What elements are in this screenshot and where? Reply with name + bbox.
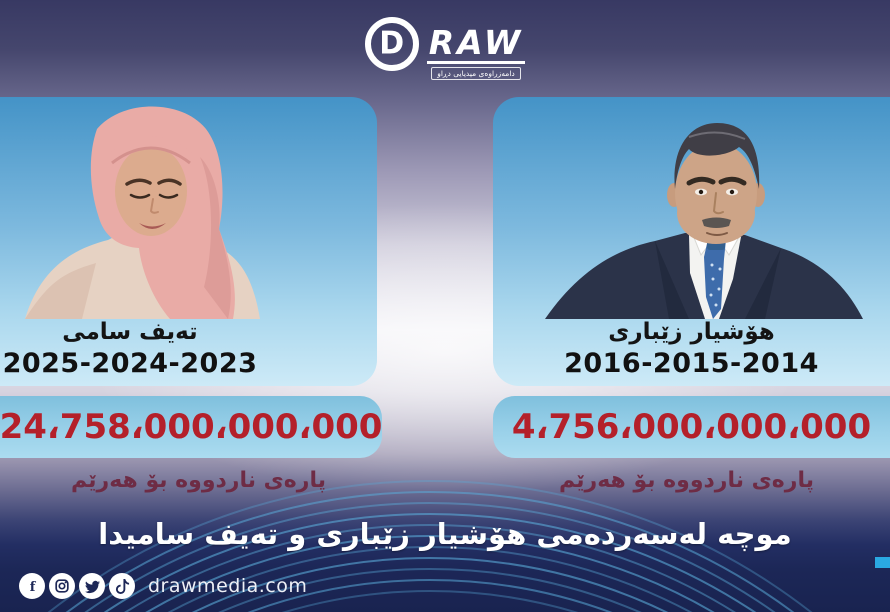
accent-square — [875, 557, 890, 568]
amount-pill-right: 4،756،000،000،000 — [493, 396, 890, 458]
card-hoshyar-zebari: هۆشیار زێباری 2016-2015-2014 — [493, 97, 890, 386]
caption-left: پارەی ناردووە بۆ هەرێم — [71, 468, 326, 493]
photo-hoshyar-zebari — [545, 123, 863, 319]
logo-raw-text: RAW — [426, 23, 526, 64]
logo-subtitle: دامەزراوەی میدیایی دڕاو — [431, 67, 521, 80]
logo-d-letter: D — [379, 25, 405, 62]
photo-taif-sami — [25, 106, 260, 319]
person-years-right: 2016-2015-2014 — [564, 348, 819, 379]
card-taif-sami: تەیف سامی 2025-2024-2023 — [0, 97, 377, 386]
person-name-left: تەیف سامی — [62, 319, 198, 345]
twitter-icon[interactable] — [79, 573, 105, 599]
amount-pill-left: 24،758،000،000،000 — [0, 396, 383, 458]
amount-left: 24،758،000،000،000 — [0, 407, 383, 447]
person-name-right: هۆشیار زێباری — [608, 319, 775, 345]
person-years-left: 2025-2024-2023 — [2, 348, 258, 379]
headline: موچە لەسەردەمی هۆشیار زێباری و تەیف سامی… — [98, 517, 792, 551]
amount-right: 4،756،000،000،000 — [511, 407, 872, 447]
website-link[interactable]: drawmedia.com — [148, 575, 308, 597]
svg-text:f: f — [30, 580, 37, 594]
footer-bar: f drawmedia.com — [19, 573, 307, 599]
caption-right: پارەی ناردووە بۆ هەرێم — [559, 468, 814, 493]
tiktok-icon[interactable] — [109, 573, 135, 599]
facebook-icon[interactable]: f — [19, 573, 45, 599]
brand-logo: D RAW دامەزراوەی میدیایی دڕاو — [0, 14, 890, 80]
logo-circle-icon: D — [364, 17, 419, 71]
instagram-icon[interactable] — [49, 573, 75, 599]
